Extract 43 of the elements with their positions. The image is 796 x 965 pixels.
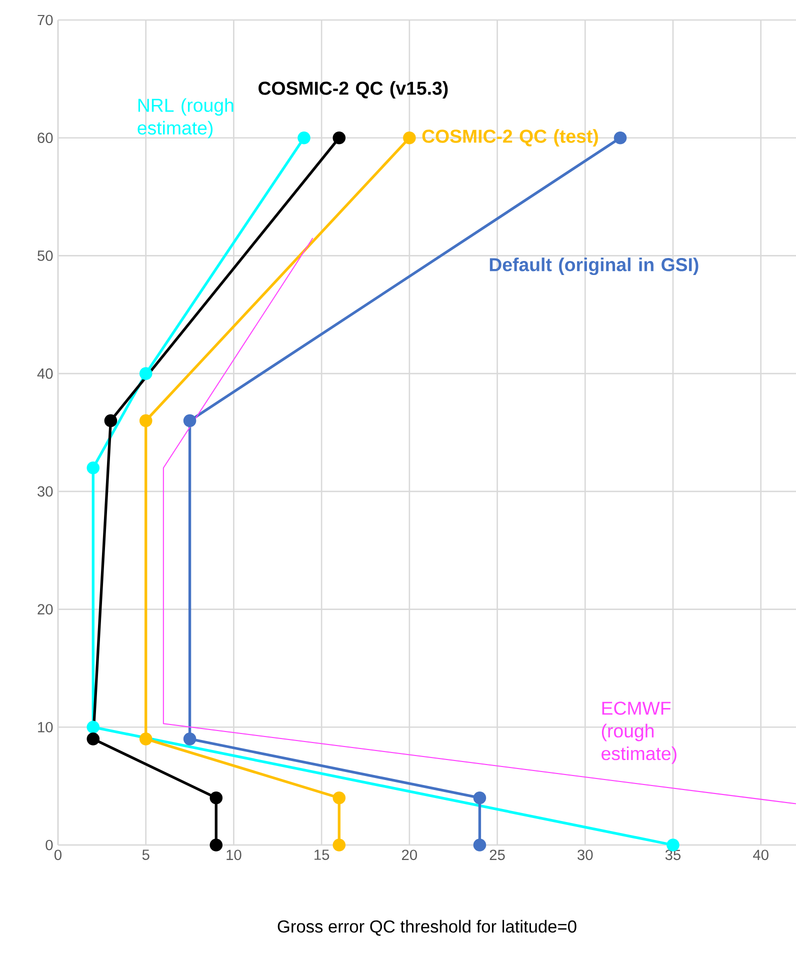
point xyxy=(210,838,223,852)
x-tick-label: 35 xyxy=(665,850,681,860)
series-label: COSMIC-2 QC (test) xyxy=(422,129,598,147)
point xyxy=(332,838,346,852)
x-axis-title: Gross error QC threshold for latitude=0 xyxy=(278,920,576,936)
x-tick-label: 0 xyxy=(54,850,62,860)
series-label: ECMWF (rough estimate) xyxy=(602,702,676,764)
y-tick-label: 0 xyxy=(46,840,53,850)
point xyxy=(614,131,627,144)
y-tick-label: 10 xyxy=(38,722,53,732)
x-tick-label: 5 xyxy=(142,850,150,860)
y-tick-label: 70 xyxy=(38,14,53,26)
point xyxy=(332,791,346,804)
line-series xyxy=(162,238,796,804)
point xyxy=(183,732,196,746)
x-tick-label: 15 xyxy=(314,850,330,860)
y-tick-label: 20 xyxy=(38,604,53,614)
series-label: Default (original in GSI) xyxy=(490,258,698,276)
x-tick-label: 30 xyxy=(578,850,593,860)
text: COSMIC-2 QC (v15.3) xyxy=(258,81,448,99)
point xyxy=(473,791,486,804)
x-tick-label: 20 xyxy=(402,850,417,860)
y-tick-label: 50 xyxy=(38,250,53,261)
point xyxy=(210,791,223,804)
point xyxy=(332,131,346,144)
x-tick-label: 25 xyxy=(490,850,505,860)
point xyxy=(298,131,310,144)
point xyxy=(403,131,416,144)
y-tick-label: 30 xyxy=(38,486,53,497)
point xyxy=(473,838,486,852)
point xyxy=(86,732,100,746)
y-tick-label: 40 xyxy=(37,368,53,379)
x-tick-label: 10 xyxy=(226,850,242,860)
text: NRL (rough estimate) xyxy=(138,98,234,138)
point xyxy=(183,414,196,428)
point xyxy=(86,720,100,734)
x-tick-label: 40 xyxy=(753,850,768,860)
point xyxy=(139,414,152,428)
point xyxy=(139,367,152,380)
point xyxy=(139,732,152,746)
point xyxy=(104,414,118,428)
point xyxy=(86,461,100,474)
y-tick-label: 60 xyxy=(38,132,53,144)
